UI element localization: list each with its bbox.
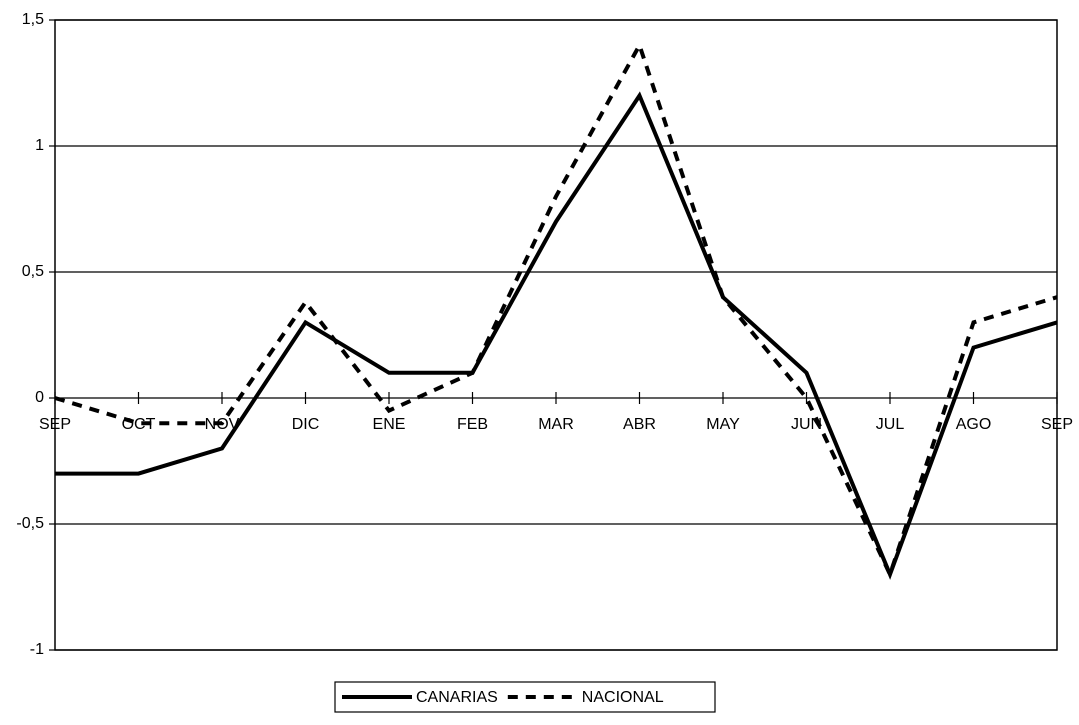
series-line [55, 91, 1058, 580]
x-tick-label: DIC [292, 416, 320, 433]
x-tick-label: SEP [1041, 416, 1073, 433]
y-tick-label: 1 [35, 137, 44, 154]
legend-label: CANARIAS [416, 689, 498, 706]
x-tick-label: ABR [623, 416, 656, 433]
x-tick-label: JUL [876, 416, 905, 433]
x-tick-label: MAR [538, 416, 574, 433]
x-tick-label: FEB [457, 416, 488, 433]
series-line [54, 40, 1058, 580]
plot-frame [54, 19, 1058, 651]
x-tick-label: SEP [39, 416, 71, 433]
y-tick-label: 1,5 [22, 11, 44, 28]
y-tick-label: 0,5 [22, 263, 44, 280]
y-tick-label: 0 [35, 389, 44, 406]
legend-label: NACIONAL [582, 689, 664, 706]
x-tick-label: JUN [791, 416, 822, 433]
y-tick-label: -0,5 [16, 515, 44, 532]
x-tick-label: MAY [706, 416, 740, 433]
x-tick-label: ENE [373, 416, 406, 433]
y-tick-label: -1 [30, 641, 44, 658]
x-tick-label: AGO [956, 416, 992, 433]
